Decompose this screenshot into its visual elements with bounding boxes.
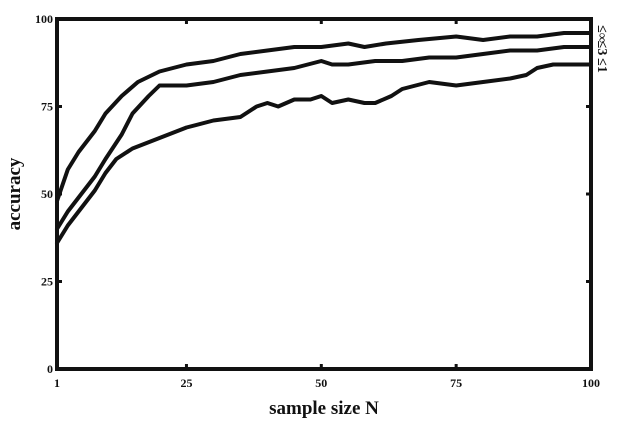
series-line-3	[55, 62, 593, 245]
series-lines	[55, 31, 593, 245]
series-line-1	[55, 31, 593, 203]
ticks: 1 25 50 75 100 0 25 50 75 100	[35, 12, 600, 390]
y-tick-label: 25	[41, 275, 53, 289]
x-tick-label: 50	[315, 376, 327, 390]
y-tick-label: 75	[41, 100, 53, 114]
x-tick-label: 75	[450, 376, 462, 390]
x-tick-label: 25	[180, 376, 192, 390]
y-axis-label: accuracy	[4, 157, 25, 230]
y-tick-label: 0	[47, 362, 53, 376]
x-tick-label: 1	[54, 376, 60, 390]
series-labels: ≤∞≤3 ≤1	[594, 25, 609, 73]
y-tick-label: 100	[35, 12, 53, 26]
series-label-3: ≤1	[594, 58, 609, 73]
series-label-1: ≤∞	[594, 25, 609, 43]
x-axis-label: sample size N	[269, 398, 379, 419]
series-label-2: ≤3	[594, 41, 609, 56]
series-line-2	[55, 45, 593, 231]
x-tick-label: 100	[582, 376, 600, 390]
y-tick-label: 50	[41, 187, 53, 201]
plot-frame	[55, 17, 593, 371]
